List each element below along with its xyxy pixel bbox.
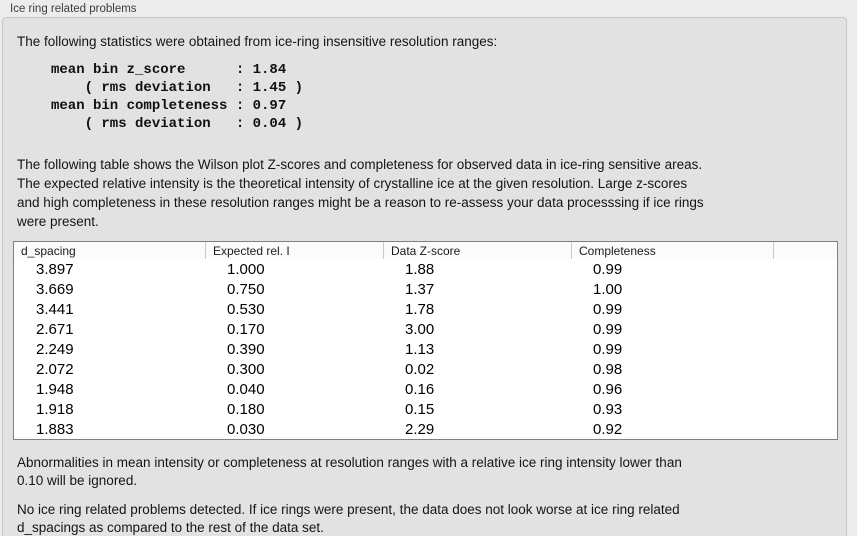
table-cell: 3.441 (36, 300, 74, 318)
table-cell: 1.948 (36, 380, 74, 398)
table-cell: 0.02 (405, 360, 435, 378)
table-body: 3.897 1.000 1.88 0.99 3.669 0.750 1.37 1.00 3.44… (14, 259, 837, 439)
table-cell: 1.918 (36, 400, 74, 418)
column-header-d-spacing[interactable]: d_spacing (21, 243, 76, 258)
table-cell: 2.29 (405, 420, 435, 438)
column-header-data-z-score[interactable]: Data Z-score (383, 242, 571, 259)
table-cell: 0.98 (593, 360, 623, 378)
table-description: The following table shows the Wilson plo… (17, 157, 704, 229)
table-cell: 0.180 (227, 400, 265, 418)
table-cell: 0.99 (593, 260, 623, 278)
table-row[interactable]: 2.249 0.390 1.13 0.99 (14, 339, 837, 359)
table-cell: 0.030 (227, 420, 265, 438)
table-cell: 0.300 (227, 360, 265, 378)
table-row[interactable]: 2.671 0.170 3.00 0.99 (14, 319, 837, 339)
table-cell (773, 399, 837, 419)
conclusion-text: No ice ring related problems detected. I… (17, 502, 680, 535)
ice-ring-table[interactable]: d_spacing Expected rel. I Data Z-score C… (13, 241, 838, 440)
intro-text: The following statistics were obtained f… (17, 34, 498, 49)
table-cell (773, 419, 837, 439)
column-header-empty[interactable] (773, 242, 837, 259)
table-cell: 1.13 (405, 340, 435, 358)
table-cell: 0.750 (227, 280, 265, 298)
table-cell: 0.530 (227, 300, 265, 318)
table-cell: 3.669 (36, 280, 74, 298)
table-row[interactable]: 3.441 0.530 1.78 0.99 (14, 299, 837, 319)
table-cell: 0.99 (593, 320, 623, 338)
table-cell (773, 379, 837, 399)
table-row[interactable]: 2.072 0.300 0.02 0.98 (14, 359, 837, 379)
table-cell: 2.072 (36, 360, 74, 378)
table-cell: 0.93 (593, 400, 623, 418)
table-cell (773, 339, 837, 359)
table-cell (773, 279, 837, 299)
table-cell: 1.88 (405, 260, 435, 278)
table-cell: 0.16 (405, 380, 435, 398)
table-cell: 0.99 (593, 340, 623, 358)
table-row[interactable]: 3.669 0.750 1.37 1.00 (14, 279, 837, 299)
table-row[interactable]: 1.948 0.040 0.16 0.96 (14, 379, 837, 399)
table-row[interactable]: 1.883 0.030 2.29 0.92 (14, 419, 837, 439)
table-cell: 1.00 (593, 280, 623, 298)
table-cell: 2.671 (36, 320, 74, 338)
table-cell: 1.000 (227, 260, 265, 278)
table-row[interactable]: 3.897 1.000 1.88 0.99 (14, 259, 837, 279)
ignore-note: Abnormalities in mean intensity or compl… (17, 455, 682, 488)
table-cell: 1.37 (405, 280, 435, 298)
stats-block: mean bin z_score : 1.84 ( rms deviation … (51, 62, 304, 132)
table-cell: 3.00 (405, 320, 435, 338)
table-cell: 0.040 (227, 380, 265, 398)
table-cell: 0.92 (593, 420, 623, 438)
panel-title: Ice ring related problems (10, 3, 137, 15)
table-cell: 0.99 (593, 300, 623, 318)
table-cell (773, 259, 837, 279)
table-cell: 1.78 (405, 300, 435, 318)
table-cell: 0.15 (405, 400, 435, 418)
table-cell (773, 299, 837, 319)
table-cell: 2.249 (36, 340, 74, 358)
table-row[interactable]: 1.918 0.180 0.15 0.93 (14, 399, 837, 419)
table-cell (773, 359, 837, 379)
table-cell (773, 319, 837, 339)
table-cell: 0.96 (593, 380, 623, 398)
table-cell: 0.390 (227, 340, 265, 358)
table-cell: 0.170 (227, 320, 265, 338)
column-header-expected-rel-i[interactable]: Expected rel. I (205, 242, 383, 259)
table-header-row: d_spacing Expected rel. I Data Z-score C… (14, 242, 837, 259)
panel-groupbox: The following statistics were obtained f… (2, 17, 847, 536)
column-header-completeness[interactable]: Completeness (571, 242, 773, 259)
table-cell: 1.883 (36, 420, 74, 438)
table-cell: 3.897 (36, 260, 74, 278)
